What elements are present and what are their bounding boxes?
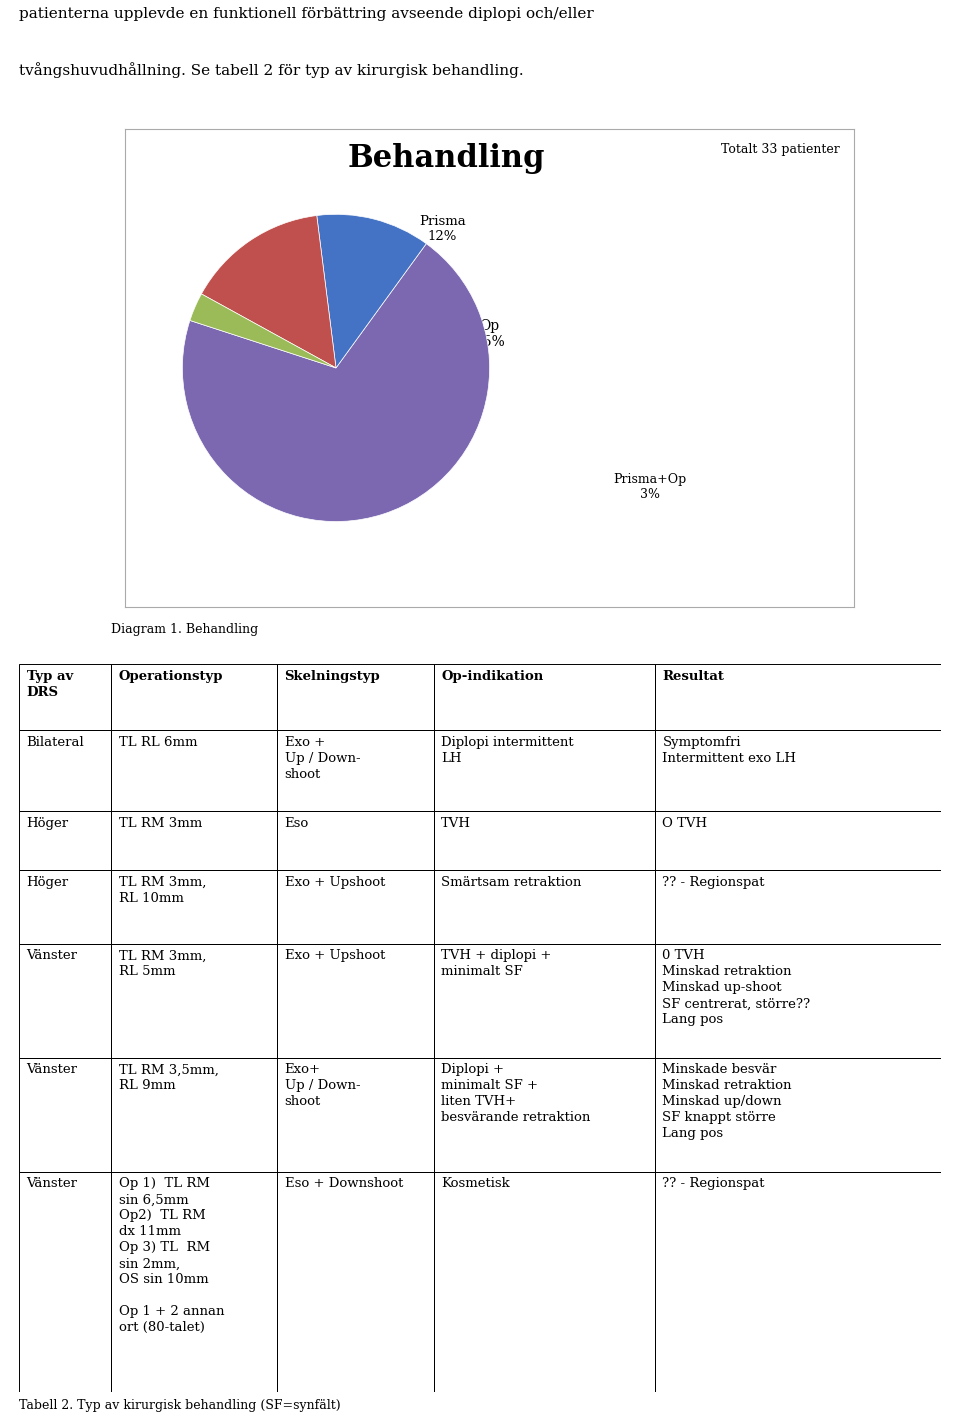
- Text: Eso: Eso: [284, 817, 309, 830]
- Text: Exo + Upshoot: Exo + Upshoot: [284, 875, 385, 888]
- Text: Skelningstyp: Skelningstyp: [284, 670, 380, 683]
- Text: TL RM 3,5mm,
RL 9mm: TL RM 3,5mm, RL 9mm: [119, 1064, 219, 1092]
- Text: Prisma+Op
3%: Prisma+Op 3%: [613, 473, 686, 501]
- Bar: [111, 730, 277, 811]
- Text: Höger: Höger: [27, 875, 69, 888]
- Text: Minskade besvär
Minskad retraktion
Minskad up/down
SF knappt större
Lang pos: Minskade besvär Minskad retraktion Minsk…: [662, 1064, 792, 1141]
- Bar: [655, 664, 941, 730]
- Text: Ingen
70%: Ingen 70%: [230, 410, 275, 440]
- Bar: [19, 730, 111, 811]
- Text: Totalt 33 patienter: Totalt 33 patienter: [721, 143, 840, 156]
- Bar: [111, 1171, 277, 1392]
- Text: Diagram 1. Behandling: Diagram 1. Behandling: [111, 623, 258, 637]
- Text: Exo + Upshoot: Exo + Upshoot: [284, 950, 385, 962]
- Text: TL RM 3mm,
RL 5mm: TL RM 3mm, RL 5mm: [119, 950, 206, 978]
- Text: TVH + diplopi +
minimalt SF: TVH + diplopi + minimalt SF: [442, 950, 552, 978]
- Text: Vänster: Vänster: [27, 950, 78, 962]
- Bar: [277, 1171, 434, 1392]
- Bar: [655, 811, 941, 870]
- Text: Prisma
12%: Prisma 12%: [419, 214, 466, 243]
- Text: Höger: Höger: [27, 817, 69, 830]
- Text: Vänster: Vänster: [27, 1064, 78, 1077]
- Bar: [111, 1058, 277, 1171]
- Text: TVH: TVH: [442, 817, 471, 830]
- Text: Op
15%: Op 15%: [474, 318, 505, 350]
- Text: TL RM 3mm: TL RM 3mm: [119, 817, 202, 830]
- Bar: [434, 1058, 655, 1171]
- Text: 0 TVH
Minskad retraktion
Minskad up-shoot
SF centrerat, större??
Lang pos: 0 TVH Minskad retraktion Minskad up-shoo…: [662, 950, 810, 1027]
- Text: Operationstyp: Operationstyp: [119, 670, 224, 683]
- Bar: [277, 664, 434, 730]
- Bar: [19, 944, 111, 1058]
- Text: tvångshuvudhållning. Se tabell 2 för typ av kirurgisk behandling.: tvångshuvudhållning. Se tabell 2 för typ…: [19, 61, 524, 79]
- Bar: [277, 870, 434, 944]
- Text: ?? - Regionspat: ?? - Regionspat: [662, 1178, 765, 1191]
- Text: TL RL 6mm: TL RL 6mm: [119, 735, 197, 750]
- Bar: [655, 1058, 941, 1171]
- Bar: [655, 944, 941, 1058]
- Text: ?? - Regionspat: ?? - Regionspat: [662, 875, 765, 888]
- Bar: [434, 870, 655, 944]
- Text: Op-indikation: Op-indikation: [442, 670, 543, 683]
- Bar: [111, 870, 277, 944]
- Text: patienterna upplevde en funktionell förbättring avseende diplopi och/eller: patienterna upplevde en funktionell förb…: [19, 7, 594, 21]
- Bar: [111, 664, 277, 730]
- Bar: [277, 730, 434, 811]
- Bar: [19, 811, 111, 870]
- Bar: [277, 944, 434, 1058]
- Bar: [434, 811, 655, 870]
- Bar: [19, 870, 111, 944]
- Bar: [434, 944, 655, 1058]
- Text: Tabell 2. Typ av kirurgisk behandling (SF=synfält): Tabell 2. Typ av kirurgisk behandling (S…: [19, 1398, 341, 1412]
- Text: Eso + Downshoot: Eso + Downshoot: [284, 1178, 403, 1191]
- Bar: [277, 811, 434, 870]
- Bar: [19, 1058, 111, 1171]
- Bar: [111, 811, 277, 870]
- Wedge shape: [190, 294, 336, 368]
- Bar: [434, 664, 655, 730]
- Text: Typ av
DRS: Typ av DRS: [27, 670, 73, 698]
- Text: Symptomfri
Intermittent exo LH: Symptomfri Intermittent exo LH: [662, 735, 797, 765]
- Bar: [19, 1171, 111, 1392]
- Wedge shape: [202, 216, 336, 368]
- Text: Bilateral: Bilateral: [27, 735, 84, 750]
- Text: TL RM 3mm,
RL 10mm: TL RM 3mm, RL 10mm: [119, 875, 206, 905]
- Text: Vänster: Vänster: [27, 1178, 78, 1191]
- Bar: [19, 664, 111, 730]
- Bar: [277, 1058, 434, 1171]
- Text: Resultat: Resultat: [662, 670, 725, 683]
- Text: Exo +
Up / Down-
shoot: Exo + Up / Down- shoot: [284, 735, 360, 781]
- Text: O TVH: O TVH: [662, 817, 708, 830]
- Text: Op 1)  TL RM
sin 6,5mm
Op2)  TL RM
dx 11mm
Op 3) TL  RM
sin 2mm,
OS sin 10mm

Op: Op 1) TL RM sin 6,5mm Op2) TL RM dx 11mm…: [119, 1178, 225, 1334]
- Bar: [111, 944, 277, 1058]
- Wedge shape: [182, 244, 490, 521]
- Bar: [655, 870, 941, 944]
- Bar: [434, 1171, 655, 1392]
- Text: Diplopi +
minimalt SF +
liten TVH+
besvärande retraktion: Diplopi + minimalt SF + liten TVH+ besvä…: [442, 1064, 590, 1124]
- Text: Kosmetisk: Kosmetisk: [442, 1178, 510, 1191]
- Text: Exo+
Up / Down-
shoot: Exo+ Up / Down- shoot: [284, 1064, 360, 1108]
- Text: Smärtsam retraktion: Smärtsam retraktion: [442, 875, 582, 888]
- Wedge shape: [317, 214, 426, 368]
- Bar: [655, 1171, 941, 1392]
- Text: Behandling: Behandling: [348, 143, 544, 174]
- Bar: [434, 730, 655, 811]
- Bar: [655, 730, 941, 811]
- Text: Diplopi intermittent
LH: Diplopi intermittent LH: [442, 735, 574, 765]
